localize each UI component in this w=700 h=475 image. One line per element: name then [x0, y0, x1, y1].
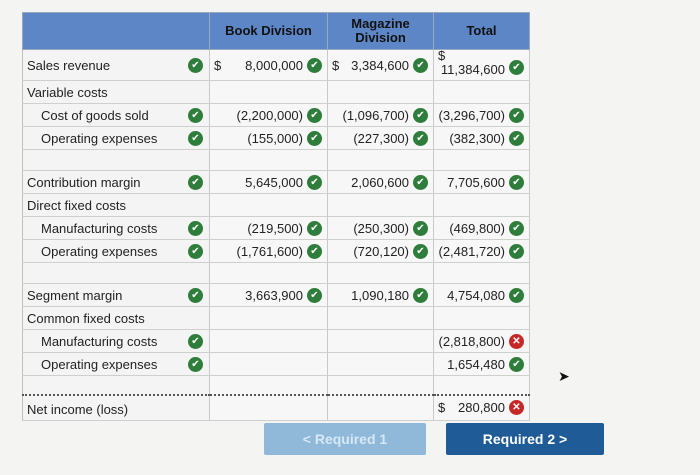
- check-icon: ✔: [188, 334, 203, 349]
- dollar-sign: $: [332, 58, 340, 73]
- total-var-operating-input[interactable]: (382,300): [449, 131, 505, 146]
- book-segment-margin-input[interactable]: 3,663,900: [245, 288, 303, 303]
- magazine-segment-margin-input[interactable]: 1,090,180: [351, 288, 409, 303]
- total-cf-operating-input[interactable]: 1,654,480: [447, 357, 505, 372]
- row-label-net-income: Net income (loss): [27, 402, 129, 417]
- magazine-sales-revenue-input[interactable]: 3,384,600: [351, 58, 409, 73]
- row-label-variable-costs: Variable costs: [27, 85, 108, 100]
- check-icon: ✔: [413, 221, 428, 236]
- check-icon: ✔: [413, 131, 428, 146]
- book-sales-revenue-input[interactable]: 8,000,000: [245, 58, 303, 73]
- header-blank: [22, 12, 210, 50]
- row-label-operating-expenses: Operating expenses: [41, 357, 158, 372]
- check-icon: ✔: [509, 131, 524, 146]
- row-label-operating-expenses: Operating expenses: [41, 131, 158, 146]
- book-df-operating-input[interactable]: (1,761,600): [236, 244, 304, 259]
- check-icon: ✔: [413, 288, 428, 303]
- check-icon: ✔: [509, 357, 524, 372]
- total-cogs-input[interactable]: (3,296,700): [438, 108, 506, 123]
- check-icon: ✔: [188, 108, 203, 123]
- cross-icon: ✕: [509, 400, 524, 415]
- row-label-cost-of-goods-sold: Cost of goods sold: [41, 108, 149, 123]
- total-segment-margin-input[interactable]: 4,754,080: [447, 288, 505, 303]
- mouse-cursor-icon: ➤: [558, 368, 570, 384]
- check-icon: ✔: [413, 244, 428, 259]
- row-label-common-fixed-costs: Common fixed costs: [27, 311, 145, 326]
- required-2-button[interactable]: Required 2 >: [446, 423, 604, 455]
- dollar-sign: $: [438, 400, 446, 415]
- check-icon: ✔: [188, 288, 203, 303]
- row-label-manufacturing-costs: Manufacturing costs: [41, 334, 158, 349]
- check-icon: ✔: [509, 288, 524, 303]
- book-var-operating-input[interactable]: (155,000): [247, 131, 303, 146]
- total-cf-manufacturing-input[interactable]: (2,818,800): [438, 334, 506, 349]
- row-label-operating-expenses: Operating expenses: [41, 244, 158, 259]
- book-contribution-margin-input[interactable]: 5,645,000: [245, 175, 303, 190]
- check-icon: ✔: [188, 58, 203, 73]
- dollar-sign: $: [214, 58, 222, 73]
- check-icon: ✔: [413, 58, 428, 73]
- check-icon: ✔: [509, 221, 524, 236]
- total-df-operating-input[interactable]: (2,481,720): [438, 244, 506, 259]
- book-df-manufacturing-input[interactable]: (219,500): [247, 221, 303, 236]
- required-1-button[interactable]: < Required 1: [264, 423, 426, 455]
- total-sales-revenue-input[interactable]: 11,384,600: [440, 62, 505, 77]
- check-icon: ✔: [307, 244, 322, 259]
- total-df-manufacturing-input[interactable]: (469,800): [449, 221, 505, 236]
- check-icon: ✔: [188, 221, 203, 236]
- total-contribution-margin-input[interactable]: 7,705,600: [447, 175, 505, 190]
- check-icon: ✔: [188, 131, 203, 146]
- check-icon: ✔: [307, 221, 322, 236]
- row-label-sales-revenue: Sales revenue: [27, 58, 111, 73]
- check-icon: ✔: [188, 357, 203, 372]
- check-icon: ✔: [307, 58, 322, 73]
- check-icon: ✔: [188, 175, 203, 190]
- total-net-income-input[interactable]: 280,800: [458, 400, 505, 415]
- check-icon: ✔: [413, 108, 428, 123]
- magazine-df-operating-input[interactable]: (720,120): [353, 244, 409, 259]
- check-icon: ✔: [509, 108, 524, 123]
- row-label-contribution-margin: Contribution margin: [27, 175, 141, 190]
- header-magazine-division: Magazine Division: [327, 12, 434, 50]
- check-icon: ✔: [307, 131, 322, 146]
- row-label-segment-margin: Segment margin: [27, 288, 123, 303]
- header-book-division: Book Division: [209, 12, 328, 50]
- income-statement-table: Book Division Magazine Division Total Sa…: [22, 12, 530, 421]
- check-icon: ✔: [509, 175, 524, 190]
- check-icon: ✔: [188, 244, 203, 259]
- magazine-df-manufacturing-input[interactable]: (250,300): [353, 221, 409, 236]
- check-icon: ✔: [509, 244, 524, 259]
- cross-icon: ✕: [509, 334, 524, 349]
- header-total: Total: [433, 12, 530, 50]
- row-label-direct-fixed-costs: Direct fixed costs: [27, 198, 126, 213]
- dollar-sign: $: [438, 48, 446, 63]
- check-icon: ✔: [413, 175, 428, 190]
- check-icon: ✔: [307, 108, 322, 123]
- magazine-contribution-margin-input[interactable]: 2,060,600: [351, 175, 409, 190]
- check-icon: ✔: [509, 60, 524, 75]
- book-cogs-input[interactable]: (2,200,000): [236, 108, 304, 123]
- check-icon: ✔: [307, 175, 322, 190]
- check-icon: ✔: [307, 288, 322, 303]
- magazine-var-operating-input[interactable]: (227,300): [353, 131, 409, 146]
- row-label-manufacturing-costs: Manufacturing costs: [41, 221, 158, 236]
- magazine-cogs-input[interactable]: (1,096,700): [342, 108, 410, 123]
